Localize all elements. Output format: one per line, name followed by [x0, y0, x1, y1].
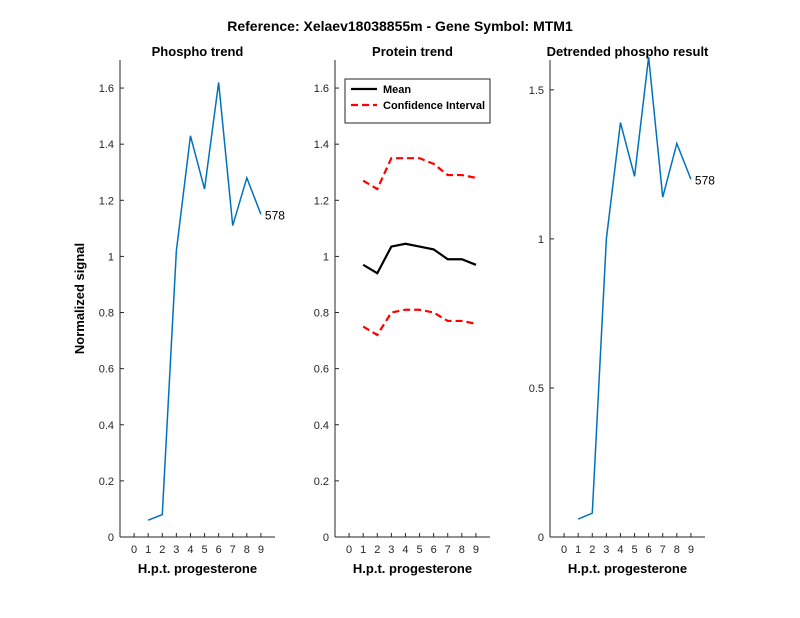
series-line-3	[362, 308, 477, 337]
x-tick-label: 1	[360, 544, 366, 556]
legend-box	[344, 78, 491, 124]
x-tick-label: 0	[131, 544, 137, 556]
x-tick-label: 9	[473, 544, 479, 556]
x-tick-label: 3	[603, 544, 609, 556]
y-tick-label: 0.6	[314, 364, 329, 376]
x-tick-label: 7	[445, 544, 451, 556]
y-tick-label: 0	[538, 532, 544, 544]
y-tick-label: 1.4	[314, 139, 329, 151]
x-tick-label: 6	[646, 544, 652, 556]
x-tick-label: 8	[244, 544, 250, 556]
x-tick-label: 6	[431, 544, 437, 556]
x-tick-label: 5	[201, 544, 207, 556]
x-tick-label: 4	[187, 544, 193, 556]
x-axis-label: H.p.t. progesterone	[568, 561, 687, 576]
y-tick-label: 1.4	[99, 139, 114, 151]
y-tick-label: 1	[108, 251, 114, 263]
x-tick-label: 8	[459, 544, 465, 556]
x-tick-label: 2	[589, 544, 595, 556]
series-line-2	[362, 157, 477, 191]
y-tick-label: 0.4	[314, 420, 329, 432]
y-tick-label: 1.6	[99, 83, 114, 95]
chart-title: Protein trend	[372, 44, 453, 59]
x-tick-label: 3	[388, 544, 394, 556]
x-tick-label: 0	[346, 544, 352, 556]
series-line-1	[577, 56, 692, 520]
y-tick-label: 0	[323, 532, 329, 544]
x-tick-label: 5	[416, 544, 422, 556]
series-line-1	[147, 82, 262, 521]
x-tick-label: 0	[561, 544, 567, 556]
y-axis-label: Normalized signal	[72, 243, 87, 354]
x-tick-label: 2	[159, 544, 165, 556]
y-tick-label: 1	[538, 234, 544, 246]
x-tick-label: 7	[660, 544, 666, 556]
chart-title: Detrended phospho result	[547, 44, 709, 59]
y-tick-label: 1.5	[529, 85, 544, 97]
x-axis-label: H.p.t. progesterone	[138, 561, 257, 576]
y-tick-label: 1	[323, 251, 329, 263]
y-tick-label: 0.2	[314, 476, 329, 488]
y-tick-label: 0.8	[314, 308, 329, 320]
figure-title: Reference: Xelaev18038855m - Gene Symbol…	[227, 18, 573, 34]
y-tick-label: 0.5	[529, 383, 544, 395]
y-tick-label: 0.4	[99, 420, 114, 432]
data-label: 578	[695, 173, 715, 187]
x-tick-label: 5	[631, 544, 637, 556]
legend-entry: Confidence Interval	[383, 100, 485, 112]
x-axis-label: H.p.t. progesterone	[353, 561, 472, 576]
y-tick-label: 0	[108, 532, 114, 544]
y-tick-label: 0.6	[99, 364, 114, 376]
x-tick-label: 9	[258, 544, 264, 556]
x-tick-label: 1	[145, 544, 151, 556]
y-tick-label: 0.8	[99, 308, 114, 320]
x-tick-label: 1	[575, 544, 581, 556]
data-label: 578	[265, 208, 285, 222]
x-tick-label: 6	[216, 544, 222, 556]
x-tick-label: 7	[230, 544, 236, 556]
x-tick-label: 4	[402, 544, 408, 556]
x-tick-label: 3	[173, 544, 179, 556]
x-tick-label: 8	[674, 544, 680, 556]
x-tick-label: 4	[617, 544, 623, 556]
y-tick-label: 1.2	[99, 195, 114, 207]
y-tick-label: 1.6	[314, 83, 329, 95]
x-tick-label: 9	[688, 544, 694, 556]
y-tick-label: 0.2	[99, 476, 114, 488]
legend-entry: Mean	[383, 84, 411, 96]
y-tick-label: 1.2	[314, 195, 329, 207]
series-line-1	[362, 242, 477, 275]
x-tick-label: 2	[374, 544, 380, 556]
chart-title: Phospho trend	[152, 44, 244, 59]
